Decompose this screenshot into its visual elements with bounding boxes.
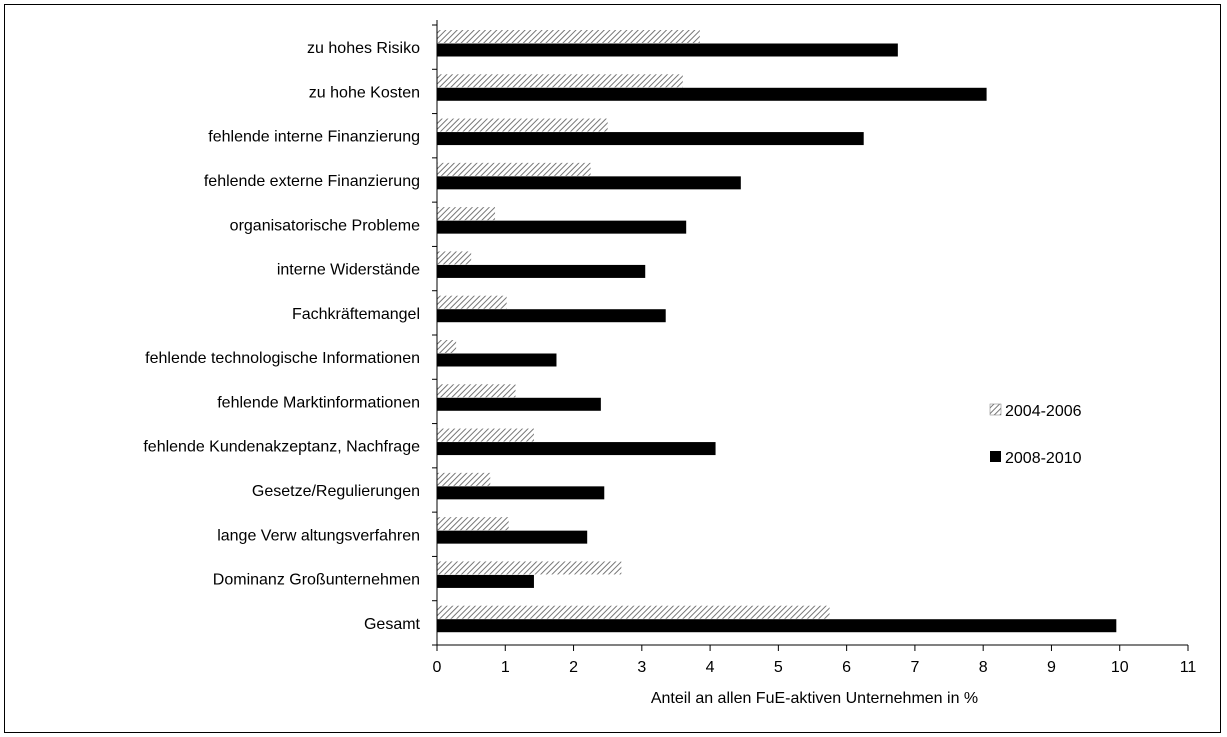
bar-2004-2006 <box>437 207 496 221</box>
legend-swatch-2004-2006 <box>989 403 1002 416</box>
bar-2004-2006 <box>437 428 534 442</box>
x-tick-label: 11 <box>1180 659 1197 676</box>
bar-2004-2006 <box>437 561 622 575</box>
legend-label-2008-2010: 2008-2010 <box>1005 450 1082 467</box>
category-label: Dominanz Großunternehmen <box>213 572 420 589</box>
category-label: Gesetze/Regulierungen <box>252 483 420 500</box>
bar-2008-2010 <box>437 176 741 190</box>
bar-2004-2006 <box>437 74 683 88</box>
category-label: Gesamt <box>364 616 421 633</box>
x-tick-label: 8 <box>979 659 988 676</box>
bar-2008-2010 <box>437 132 864 146</box>
bar-2004-2006 <box>437 340 457 353</box>
category-label: fehlende technologische Informationen <box>145 350 420 367</box>
x-tick-label: 9 <box>1047 659 1056 676</box>
x-tick-label: 3 <box>637 659 646 676</box>
bar-2004-2006 <box>437 162 591 176</box>
category-label: fehlende Kundenakzeptanz, Nachfrage <box>143 439 420 456</box>
bar-2008-2010 <box>437 220 687 234</box>
bar-2008-2010 <box>437 486 605 500</box>
category-label: fehlende externe Finanzierung <box>204 173 420 190</box>
x-tick-label: 1 <box>501 659 510 676</box>
bar-2008-2010 <box>437 87 987 101</box>
category-label: zu hohes Risiko <box>307 40 420 57</box>
category-label: fehlende interne Finanzierung <box>208 129 420 146</box>
x-tick-label: 10 <box>1111 659 1129 676</box>
axes-group <box>432 20 1188 646</box>
category-label: zu hohe Kosten <box>309 84 420 101</box>
x-tick-label: 0 <box>433 659 442 676</box>
bar-2004-2006 <box>437 30 700 43</box>
bar-2004-2006 <box>437 605 830 619</box>
category-labels: zu hohes Risiko zu hohe Kosten fehlende in… <box>143 40 420 633</box>
bar-2008-2010 <box>437 619 1117 633</box>
legend: 2004-2006 2008-2010 <box>989 403 1082 467</box>
bar-2008-2010 <box>437 530 588 544</box>
bars-group <box>437 30 1117 633</box>
bar-2008-2010 <box>437 43 898 57</box>
category-label: Fachkräftemangel <box>292 306 420 323</box>
bar-2004-2006 <box>437 472 491 486</box>
x-tick-label: 6 <box>842 659 851 676</box>
bar-2008-2010 <box>437 574 534 588</box>
category-label: organisatorische Probleme <box>230 217 420 234</box>
bar-2004-2006 <box>437 517 509 531</box>
category-label: fehlende Marktinformationen <box>217 394 420 411</box>
legend-label-2004-2006: 2004-2006 <box>1005 403 1082 420</box>
bar-2004-2006 <box>437 118 608 132</box>
bar-2004-2006 <box>437 295 507 309</box>
bar-2008-2010 <box>437 397 601 411</box>
category-label: interne Widerstände <box>277 262 420 279</box>
bar-2004-2006 <box>437 384 516 398</box>
x-ticks: 0 1 2 3 4 5 6 7 8 9 10 11 <box>433 645 1197 676</box>
x-tick-label: 7 <box>910 659 919 676</box>
bar-2008-2010 <box>437 353 557 367</box>
category-label: lange Verw altungsverfahren <box>217 527 420 544</box>
legend-swatch-2008-2010 <box>990 451 1001 462</box>
x-tick-label: 5 <box>774 659 783 676</box>
x-axis-title: Anteil an allen FuE-aktiven Unternehmen … <box>651 690 978 707</box>
bar-2008-2010 <box>437 309 666 323</box>
x-tick-label: 2 <box>569 659 578 676</box>
bar-2004-2006 <box>437 251 472 265</box>
x-tick-label: 4 <box>706 659 715 676</box>
bar-2008-2010 <box>437 264 646 278</box>
bar-2008-2010 <box>437 442 716 456</box>
